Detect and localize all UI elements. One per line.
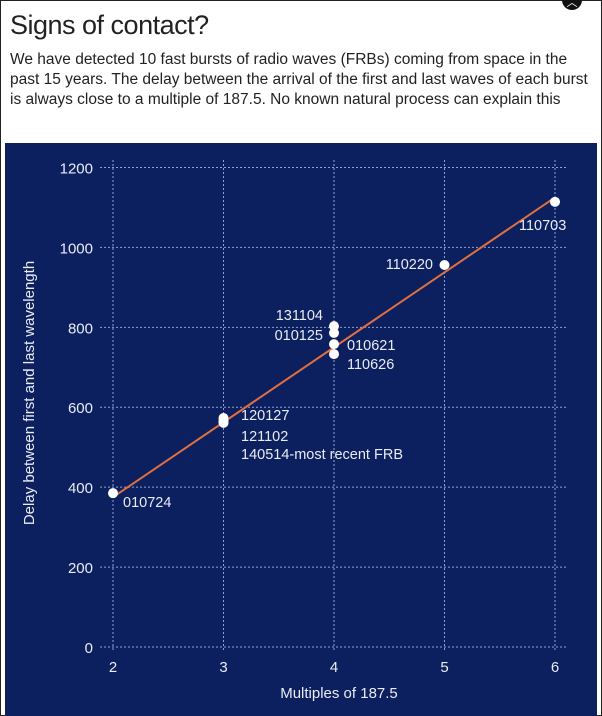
x-tick-label: 4 <box>330 659 338 676</box>
data-label: 110703 <box>519 218 566 234</box>
data-label: 110220 <box>386 257 433 273</box>
close-button[interactable]: ︿ <box>562 0 582 10</box>
data-label: 121102 <box>241 429 288 445</box>
data-label: 140514-most recent FRB <box>241 447 403 463</box>
x-tick-label: 6 <box>551 659 559 676</box>
y-tick-label: 800 <box>68 320 93 337</box>
chart-background <box>5 143 597 716</box>
x-axis-label: Multiples of 187.5 <box>280 685 398 702</box>
data-label: 120127 <box>241 408 289 424</box>
page-title: Signs of contact? <box>10 10 209 40</box>
data-label: 010724 <box>123 495 171 511</box>
y-tick-label: 1000 <box>60 240 93 257</box>
data-label: 110626 <box>347 357 394 373</box>
x-tick-label: 5 <box>440 659 448 676</box>
data-point <box>439 259 450 270</box>
data-point <box>218 415 229 426</box>
data-point <box>550 196 560 207</box>
y-tick-label: 200 <box>68 560 93 577</box>
x-tick-label: 3 <box>219 659 227 676</box>
data-label: 131104 <box>276 308 323 324</box>
data-label: 010125 <box>275 328 323 344</box>
data-point <box>329 327 339 338</box>
data-label: 010621 <box>347 338 395 354</box>
y-tick-label: 0 <box>85 640 93 657</box>
y-tick-label: 400 <box>68 480 93 497</box>
data-point <box>329 339 339 350</box>
y-tick-label: 1200 <box>60 160 93 177</box>
data-point <box>108 488 118 499</box>
subtitle: We have detected 10 fast bursts of radio… <box>10 51 588 108</box>
x-tick-label: 2 <box>109 659 117 676</box>
data-point <box>329 349 339 360</box>
y-axis-label: Delay between first and last wavelength <box>21 261 38 525</box>
chevron-up-icon: ︿ <box>566 0 578 9</box>
y-tick-label: 600 <box>68 400 93 417</box>
